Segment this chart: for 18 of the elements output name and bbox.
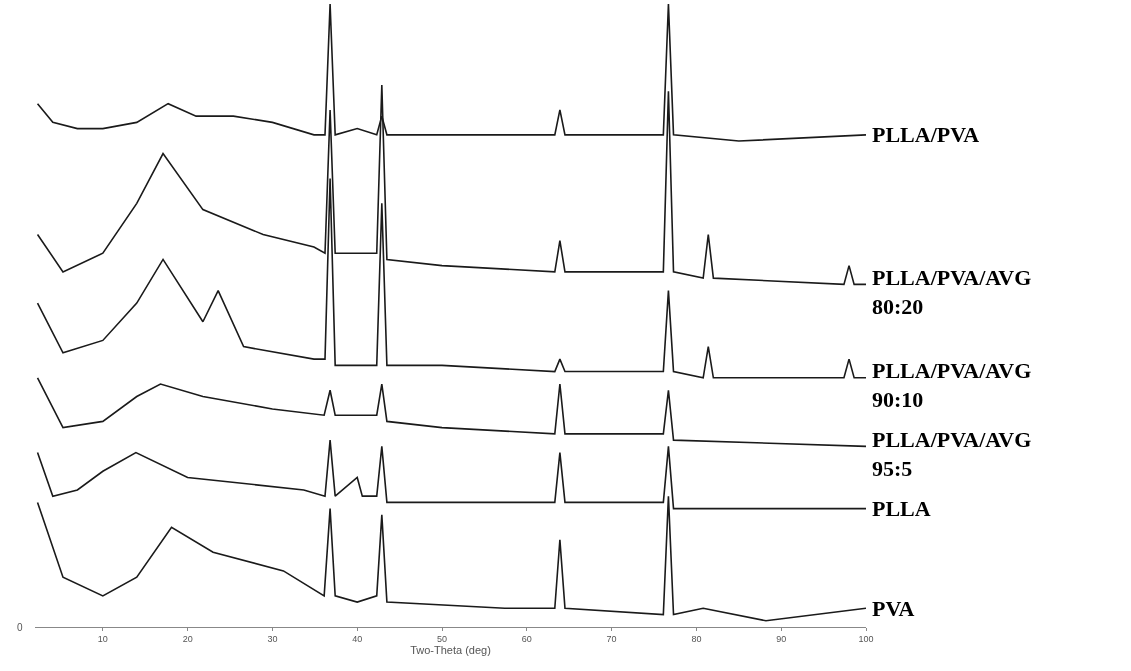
x-tick-label: 30 [267,633,278,644]
x-tick-label: 50 [437,633,448,644]
series-label: PLLA/PVA/AVG 95:5 [872,427,1032,481]
x-tick-label: 10 [97,633,108,644]
x-tick-label: 100 [858,633,874,644]
x-axis-title: Two-Theta (deg) [410,643,491,656]
x-tick-label: 80 [691,633,702,644]
series-label: PLLA/PVA/AVG 90:10 [872,358,1032,412]
x-tick-label: 90 [776,633,787,644]
series-label: PLLA [872,496,931,521]
x-tick-label: 70 [606,633,617,644]
x-tick-label: 60 [521,633,532,644]
x-tick-label: 40 [352,633,363,644]
x-tick-label: 20 [182,633,193,644]
series-label: PLLA/PVA/AVG 80:20 [872,265,1032,319]
series-label: PVA [872,596,915,621]
text: 0 [17,622,23,633]
series-label: PLLA/PVA [872,122,980,147]
